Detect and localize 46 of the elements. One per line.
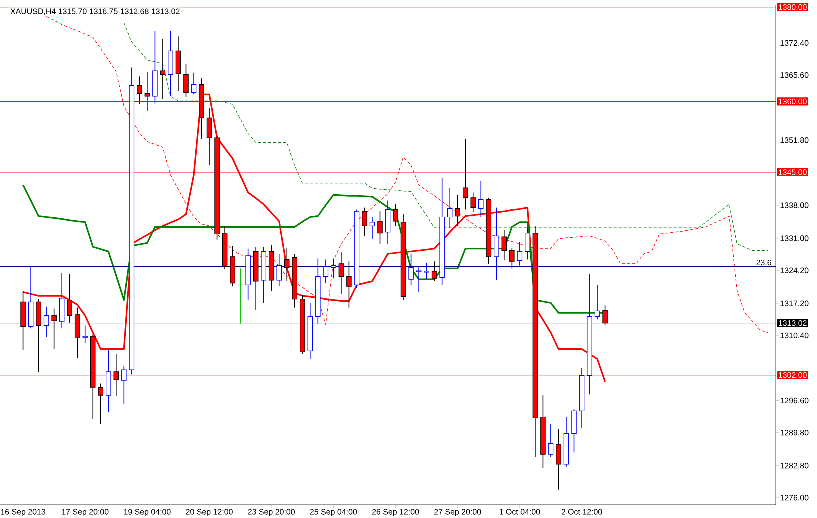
candlestick — [122, 365, 127, 405]
candlestick — [67, 274, 72, 324]
candlestick — [455, 194, 460, 227]
candlestick — [525, 228, 530, 260]
candlestick — [393, 204, 398, 227]
candlestick — [44, 306, 50, 338]
candlestick — [594, 284, 600, 320]
candlestick — [478, 180, 484, 218]
candlestick — [323, 259, 329, 284]
candlestick — [556, 428, 562, 490]
candlestick — [160, 39, 166, 100]
candlestick — [36, 298, 42, 372]
candlestick — [517, 242, 523, 266]
candlestick — [602, 305, 608, 326]
candlestick — [432, 261, 438, 282]
candlestick — [510, 248, 515, 270]
candlestick — [362, 207, 368, 237]
candlestick — [548, 424, 554, 458]
candlestick — [98, 383, 104, 425]
candlestick — [206, 108, 212, 166]
candlestick — [338, 252, 344, 295]
candlestick — [168, 31, 174, 97]
candlestick — [424, 262, 430, 280]
candlestick — [284, 248, 290, 282]
candlestick — [82, 325, 88, 344]
candlestick — [238, 268, 244, 324]
candlestick — [346, 261, 352, 308]
candlestick — [378, 211, 383, 245]
candlestick — [331, 258, 336, 279]
candlestick — [385, 200, 391, 245]
candlestick — [416, 266, 422, 293]
candlestick — [276, 254, 282, 287]
candlestick — [447, 188, 453, 229]
candlestick — [59, 272, 65, 329]
candlestick — [106, 350, 112, 413]
candlestick — [52, 308, 57, 350]
candlestick — [370, 216, 376, 240]
candlestick — [408, 254, 414, 286]
candlestick — [74, 307, 80, 359]
candlestick — [176, 36, 182, 92]
candlestick — [184, 64, 189, 98]
candlestick — [572, 408, 577, 454]
candlestick — [191, 72, 197, 96]
candlestick — [494, 207, 500, 281]
candlestick — [502, 230, 508, 262]
candlestick — [470, 192, 476, 213]
